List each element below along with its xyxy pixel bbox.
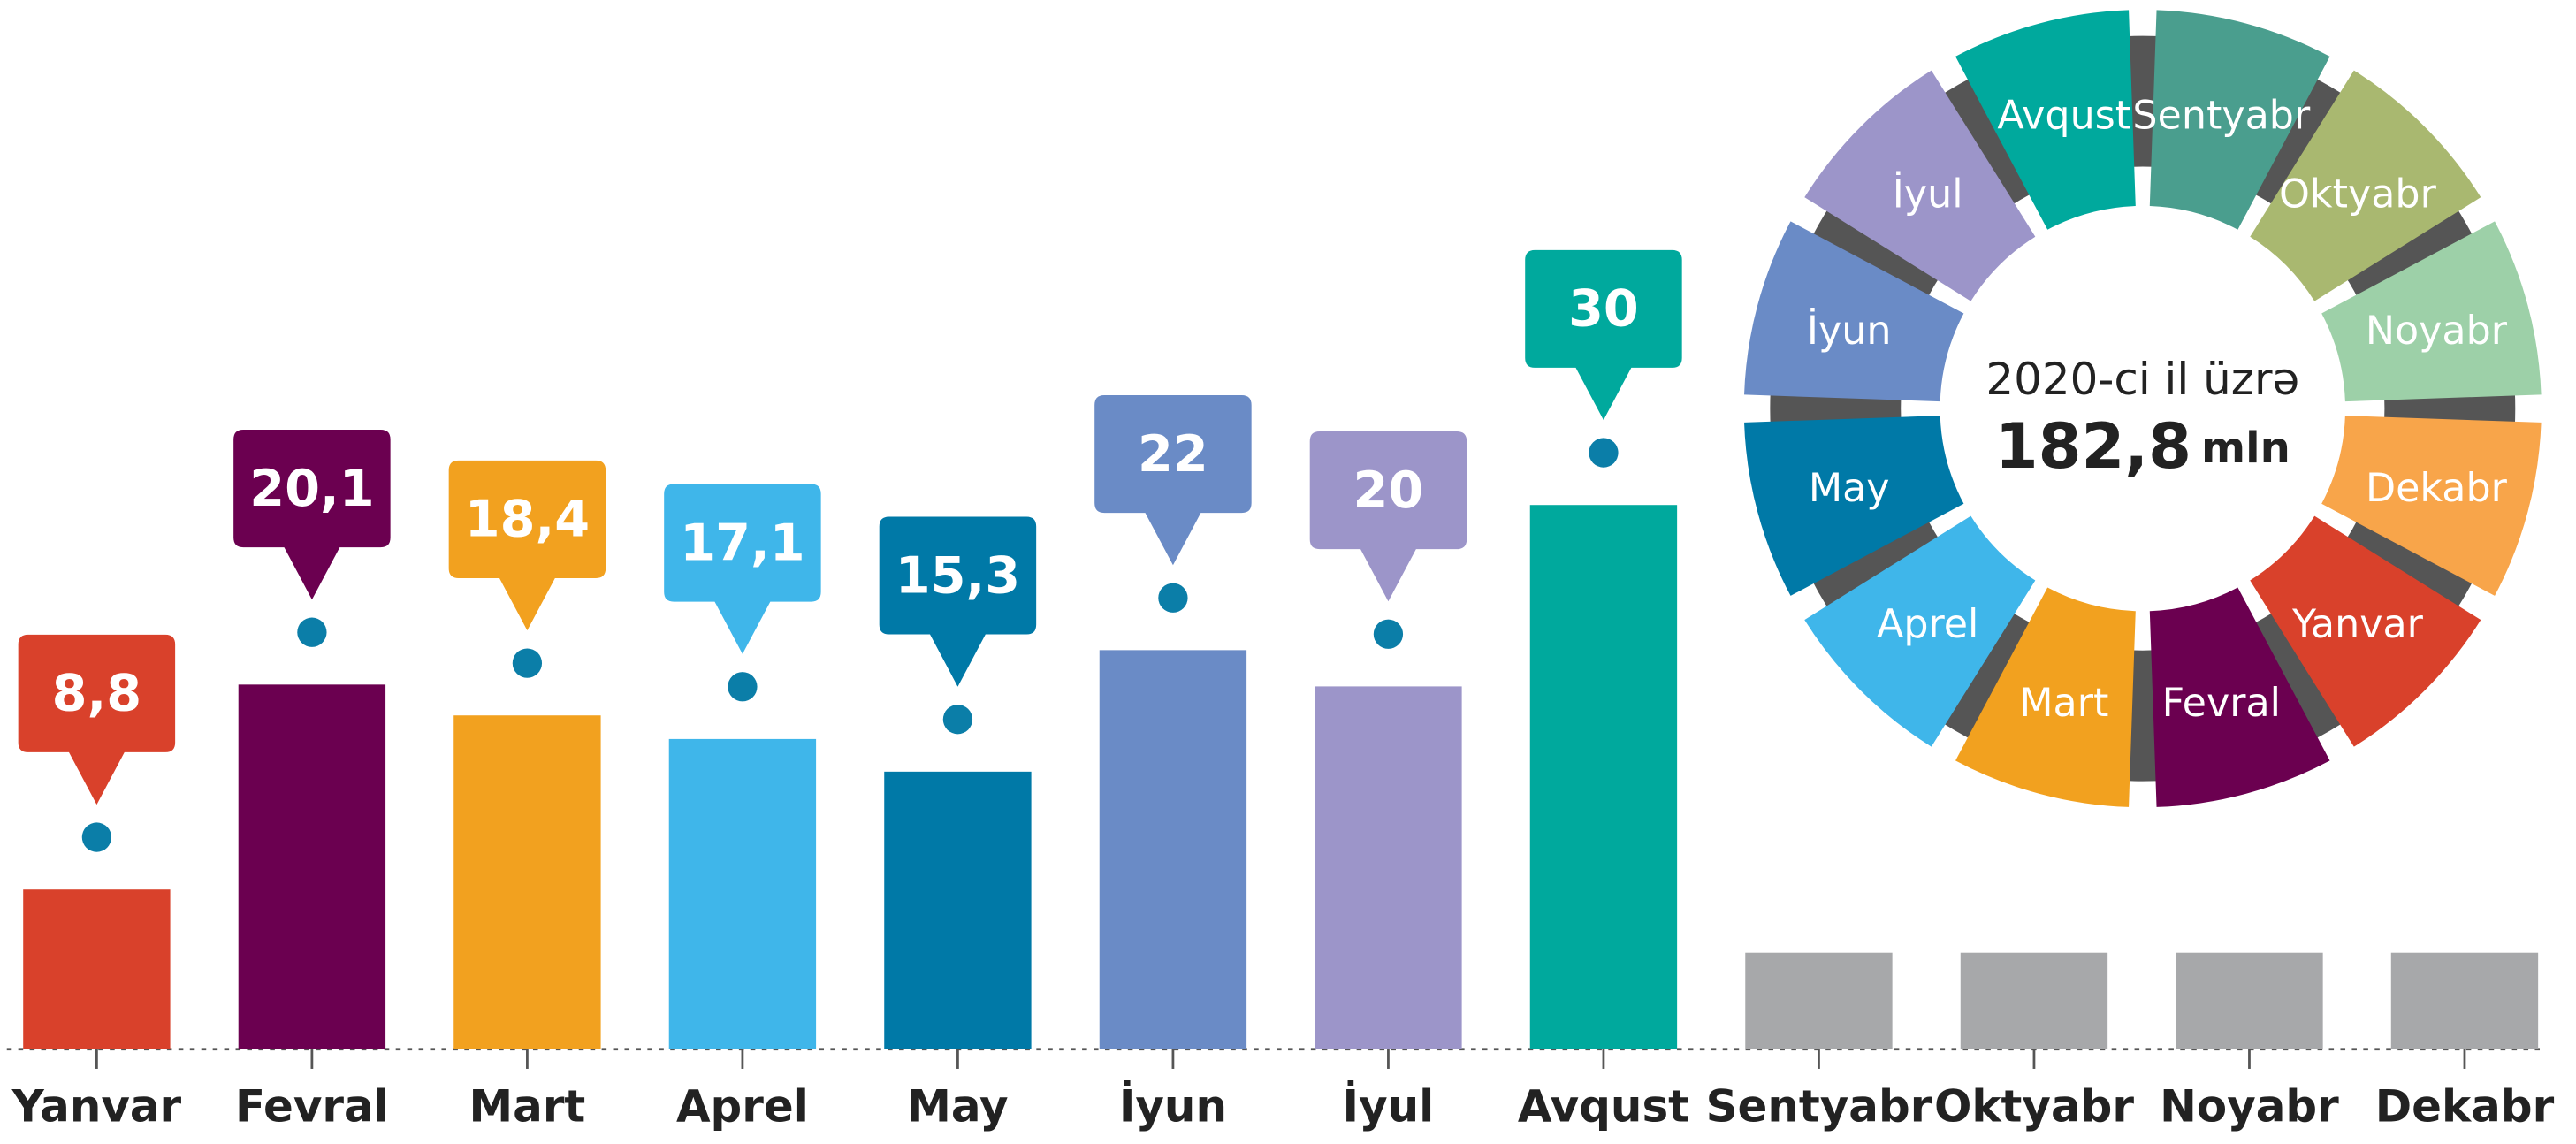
- x-tick-label: İyun: [1119, 1080, 1227, 1133]
- x-tick-label: Yanvar: [11, 1081, 182, 1133]
- ring-segment: [1744, 221, 1964, 402]
- x-tick-label: Aprel: [676, 1081, 809, 1133]
- callout: [879, 516, 1037, 687]
- ring-label: Yanvar: [2291, 602, 2424, 647]
- callout: [1525, 249, 1682, 421]
- ring-segment: [1804, 70, 2036, 301]
- value-label: 17,1: [680, 513, 804, 572]
- placeholder-bar: [1745, 952, 1893, 1049]
- bar: [1315, 686, 1462, 1049]
- ring-segment: [2321, 221, 2542, 402]
- bar: [238, 684, 386, 1049]
- marker-dot: [81, 822, 112, 852]
- ring-label: Aprel: [1877, 602, 1978, 647]
- ring-label: Noyabr: [2366, 309, 2508, 354]
- callout: [18, 634, 176, 805]
- ring-segment: [2321, 416, 2542, 596]
- ring-segment: [2149, 587, 2330, 807]
- bar: [453, 715, 601, 1049]
- value-label: 15,3: [896, 545, 1020, 605]
- ring-label: Sentyabr: [2132, 94, 2311, 139]
- ring-total-unit: mln: [2201, 423, 2290, 473]
- ring-label: İyul: [1893, 172, 1963, 217]
- ring-segment: [1955, 10, 2136, 230]
- ring-label: May: [1809, 466, 1890, 511]
- ring-segment: [2250, 70, 2481, 301]
- bar: [884, 771, 1032, 1049]
- bar: [23, 889, 171, 1049]
- placeholder-bar: [2390, 952, 2539, 1049]
- placeholder-bar: [2176, 952, 2323, 1049]
- x-tick-label: Dekabr: [2375, 1081, 2555, 1133]
- ring-segment: [2149, 10, 2330, 230]
- x-tick-label: Oktyabr: [1934, 1081, 2134, 1133]
- marker-dot: [1373, 619, 1404, 649]
- ring-label: Fevral: [2162, 681, 2281, 726]
- value-label: 22: [1138, 424, 1208, 484]
- ring-label: Oktyabr: [2279, 172, 2437, 217]
- callout: [664, 484, 821, 654]
- callout: [233, 429, 391, 600]
- value-label: 30: [1568, 279, 1639, 339]
- ring-separator: [1770, 35, 2516, 782]
- callout: [448, 460, 606, 631]
- x-tick-label: Mart: [469, 1081, 585, 1133]
- ring-total: 182,8 mln: [1995, 410, 2290, 483]
- ring-label: İyun: [1807, 308, 1892, 354]
- value-label: 18,4: [465, 490, 590, 549]
- value-label: 20: [1353, 461, 1424, 520]
- ring-total-value: 182,8: [1995, 410, 2191, 483]
- ring-caption: 2020-ci il üzrə: [1985, 354, 2299, 405]
- x-tick-label: Noyabr: [2160, 1081, 2339, 1133]
- x-tick-label: İyul: [1343, 1080, 1435, 1133]
- marker-dot: [942, 705, 973, 735]
- callout: [1309, 431, 1467, 602]
- marker-dot: [512, 648, 543, 678]
- ring-segment: [1744, 416, 1964, 596]
- value-label: 8,8: [52, 664, 142, 723]
- bar: [1099, 650, 1247, 1049]
- ring-segment: [1955, 587, 2136, 807]
- x-tick-label: May: [907, 1081, 1008, 1133]
- ring-label: Dekabr: [2366, 466, 2508, 511]
- x-tick-label: Fevral: [235, 1081, 389, 1133]
- marker-dot: [297, 617, 327, 647]
- marker-dot: [1589, 438, 1619, 468]
- x-tick-label: Sentyabr: [1706, 1081, 1932, 1133]
- ring-segment: [2250, 515, 2481, 747]
- callout: [1094, 394, 1252, 566]
- value-label: 20,1: [249, 459, 374, 518]
- bar: [1529, 505, 1678, 1049]
- marker-dot: [728, 672, 758, 702]
- ring-label: Mart: [2019, 681, 2108, 726]
- placeholder-bar: [1960, 952, 2108, 1049]
- bar: [668, 738, 817, 1049]
- marker-dot: [1158, 583, 1188, 613]
- ring-label: Avqust: [1997, 94, 2130, 139]
- x-tick-label: Avqust: [1518, 1081, 1689, 1133]
- ring-segment: [1804, 515, 2036, 747]
